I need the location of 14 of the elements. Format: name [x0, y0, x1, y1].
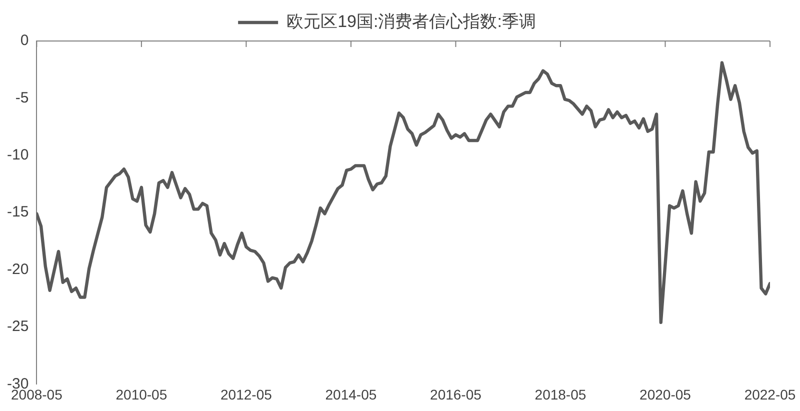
y-tick-label: -20: [6, 260, 29, 278]
x-tick-label: 2016-05: [430, 386, 482, 402]
x-tick-label: 2014-05: [325, 386, 377, 402]
x-tick-label: 2020-05: [640, 386, 692, 402]
x-tick-label: 2018-05: [534, 386, 586, 402]
x-tick-label: 2012-05: [220, 386, 272, 402]
legend-label: 欧元区19国:消费者信心指数:季调: [286, 12, 536, 32]
y-tick-label: 0: [20, 32, 29, 50]
x-tick-label: 2010-05: [116, 386, 168, 402]
y-tick-label: -15: [6, 204, 29, 221]
y-tick-label: -10: [6, 146, 29, 164]
y-tick-label: -25: [6, 318, 29, 336]
x-tick-label: 2022-05: [744, 386, 796, 402]
y-tick-label: -5: [15, 89, 29, 106]
